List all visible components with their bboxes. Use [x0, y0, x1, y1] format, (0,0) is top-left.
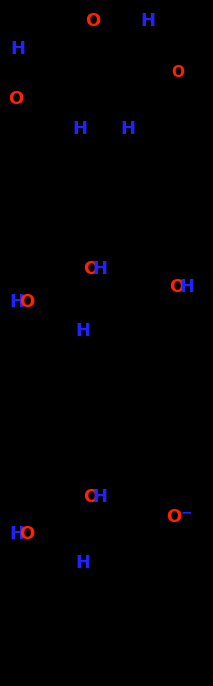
Text: H: H — [75, 322, 91, 340]
Text: H: H — [121, 120, 135, 138]
Text: O: O — [8, 90, 24, 108]
Text: H: H — [92, 488, 107, 506]
Text: H: H — [141, 12, 155, 30]
Text: H: H — [10, 293, 25, 311]
Text: H: H — [10, 525, 25, 543]
Text: O: O — [19, 293, 34, 311]
Text: O: O — [19, 525, 34, 543]
Text: H: H — [10, 40, 26, 58]
Text: −: − — [180, 505, 192, 519]
Text: O: O — [171, 65, 184, 80]
Text: O: O — [170, 278, 185, 296]
Text: O: O — [85, 12, 101, 30]
Text: O: O — [83, 260, 98, 278]
Text: O: O — [83, 488, 98, 506]
Text: H: H — [75, 554, 91, 572]
Text: O: O — [166, 508, 182, 526]
Text: H: H — [92, 260, 107, 278]
Text: H: H — [179, 278, 194, 296]
Text: H: H — [72, 120, 88, 138]
